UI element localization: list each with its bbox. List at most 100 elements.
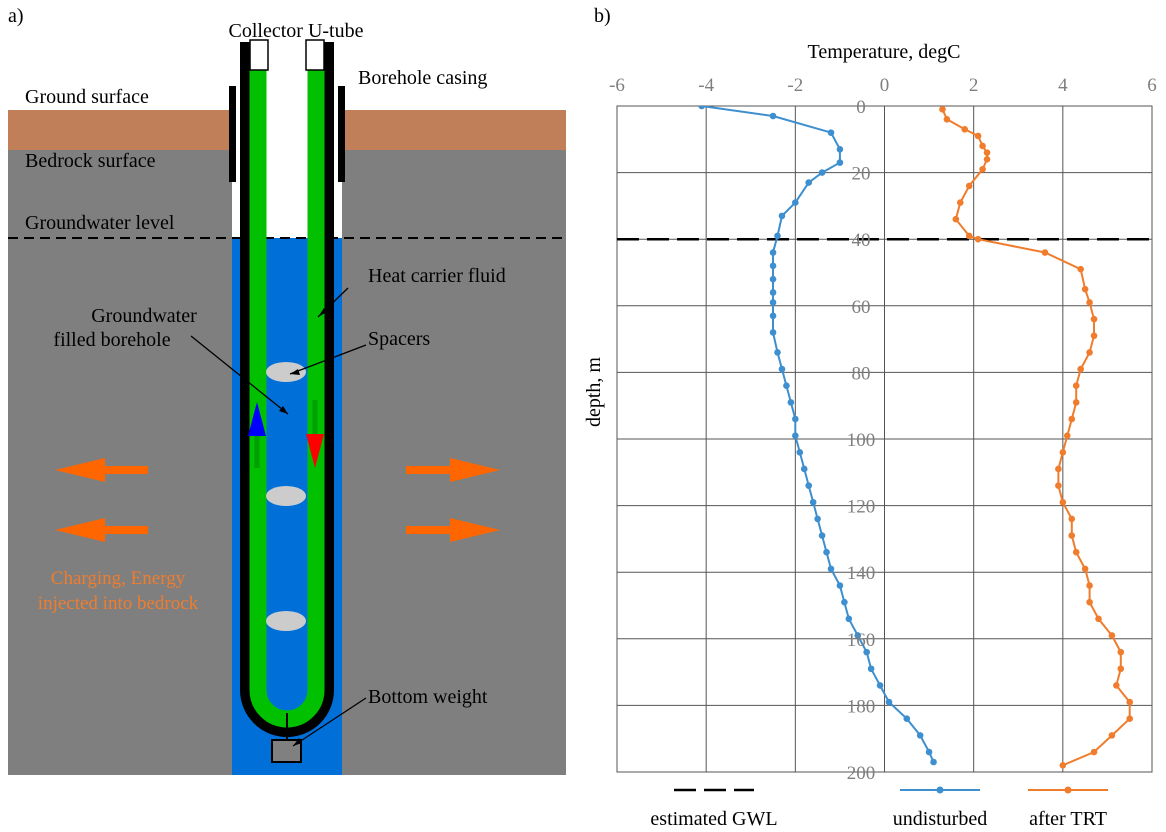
data-point-after-trt xyxy=(1072,399,1080,406)
data-point-after-trt xyxy=(1068,415,1076,423)
data-point-undisturbed xyxy=(916,732,924,739)
charging-label-1: Charging, Energy xyxy=(51,568,186,589)
data-point-undisturbed xyxy=(769,312,777,320)
series-line-undisturbed xyxy=(701,106,935,763)
data-point-after-trt xyxy=(1126,698,1134,706)
data-point-undisturbed xyxy=(867,665,875,673)
y-tick-label: 160 xyxy=(847,630,876,651)
data-point-after-trt xyxy=(983,149,991,156)
borehole-casing-label: Borehole casing xyxy=(358,67,487,89)
data-point-undisturbed xyxy=(698,106,706,110)
data-point-after-trt xyxy=(1055,465,1062,473)
x-tick-label: 0 xyxy=(880,75,890,96)
data-point-undisturbed xyxy=(774,232,781,240)
heat-arrow-right-1-icon xyxy=(406,458,500,482)
data-point-after-trt xyxy=(1095,615,1102,623)
series-line-after-trt xyxy=(941,108,1131,767)
series-layer xyxy=(617,106,1152,769)
x-tick-labels: -6 -4 -2 0 2 4 6 xyxy=(609,75,1157,96)
data-point-undisturbed xyxy=(836,582,844,589)
y-tick-label: 40 xyxy=(852,230,871,251)
y-tick-label: 0 xyxy=(856,97,866,118)
data-point-after-trt xyxy=(1077,265,1084,273)
spacer-3 xyxy=(266,611,306,631)
flow-up-arrow-icon xyxy=(248,402,266,436)
data-point-undisturbed xyxy=(805,482,813,489)
x-tick-label: -6 xyxy=(609,75,625,96)
data-point-after-trt xyxy=(1086,299,1093,306)
data-point-undisturbed xyxy=(783,382,790,390)
data-point-after-trt xyxy=(952,215,960,223)
borehole-casing-left xyxy=(229,86,236,182)
data-point-undisturbed xyxy=(854,632,862,639)
data-point-after-trt xyxy=(943,116,951,123)
x-tick-label: 2 xyxy=(969,75,979,96)
x-axis-title: Temperature, degC xyxy=(808,41,961,63)
legend: estimated GWL undisturbed after TRT xyxy=(650,786,1108,830)
data-point-undisturbed xyxy=(774,349,781,356)
legend-label-undisturbed: undisturbed xyxy=(893,808,987,830)
data-point-after-trt xyxy=(956,199,964,206)
data-point-after-trt xyxy=(1090,315,1098,323)
data-point-after-trt xyxy=(1059,762,1067,769)
data-point-undisturbed xyxy=(836,145,844,153)
data-point-after-trt xyxy=(1068,515,1076,523)
data-point-undisturbed xyxy=(792,199,799,206)
data-point-after-trt xyxy=(1117,648,1125,656)
y-tick-labels: 0 20 40 60 80 100 120 140 160 180 200 xyxy=(847,97,876,784)
bottom-weight-label: Bottom weight xyxy=(368,686,488,708)
y-tick-label: 100 xyxy=(847,430,876,451)
y-tick-label: 20 xyxy=(852,164,871,185)
charging-label-2: injected into bedrock xyxy=(38,593,199,614)
y-tick-label: 80 xyxy=(852,363,871,384)
data-point-undisturbed xyxy=(925,748,933,756)
y-tick-label: 200 xyxy=(847,763,876,784)
data-point-undisturbed xyxy=(885,698,893,706)
heat-arrow-left-1-icon xyxy=(55,458,148,482)
collector-u-tube-label: Collector U-tube xyxy=(229,20,364,42)
y-axis-title: depth, m xyxy=(583,357,605,427)
data-point-after-trt xyxy=(961,126,969,133)
data-point-after-trt xyxy=(979,142,986,150)
data-point-undisturbed xyxy=(814,515,821,523)
gridlines xyxy=(617,106,1152,772)
data-point-undisturbed xyxy=(769,329,777,336)
data-point-after-trt xyxy=(965,182,973,190)
data-point-undisturbed xyxy=(769,289,777,296)
data-point-undisturbed xyxy=(845,615,853,623)
panel-a-label: a) xyxy=(8,5,24,27)
data-point-undisturbed xyxy=(769,275,777,283)
data-point-undisturbed xyxy=(930,758,937,766)
data-point-after-trt xyxy=(1081,285,1089,293)
legend-label-estimated-gwl: estimated GWL xyxy=(650,808,777,830)
data-point-after-trt xyxy=(1126,715,1134,723)
data-point-after-trt xyxy=(974,235,982,243)
data-point-undisturbed xyxy=(863,648,870,656)
data-point-after-trt xyxy=(1068,532,1076,539)
data-point-after-trt xyxy=(1041,249,1049,256)
data-point-after-trt xyxy=(979,165,986,173)
groundwater-filled-label-2: filled borehole xyxy=(53,329,170,351)
data-point-after-trt xyxy=(1072,548,1080,556)
flow-down-arrow-icon xyxy=(306,434,324,468)
data-point-after-trt xyxy=(1055,482,1062,489)
data-point-after-trt xyxy=(1108,632,1116,639)
u-tube-top-left xyxy=(249,39,269,71)
borehole-diagram: a) xyxy=(8,5,566,775)
leader-lines xyxy=(190,287,367,747)
data-point-after-trt xyxy=(1077,365,1084,373)
data-point-after-trt xyxy=(1086,349,1093,356)
temperature-profile-chart: b) Temperature, degC depth, m -6 -4 -2 0 2 4 6… xyxy=(583,5,1157,830)
heat-arrow-left-2-icon xyxy=(55,518,148,542)
data-point-undisturbed xyxy=(827,129,835,136)
legend-marker-undisturbed xyxy=(936,786,944,794)
data-point-undisturbed xyxy=(787,399,795,406)
data-point-undisturbed xyxy=(769,299,777,306)
data-point-after-trt xyxy=(1059,498,1067,506)
y-tick-label: 60 xyxy=(852,297,871,318)
data-point-undisturbed xyxy=(769,249,777,256)
plot-frame xyxy=(616,105,1153,773)
data-point-undisturbed xyxy=(778,365,786,373)
y-tick-label: 180 xyxy=(847,696,876,717)
